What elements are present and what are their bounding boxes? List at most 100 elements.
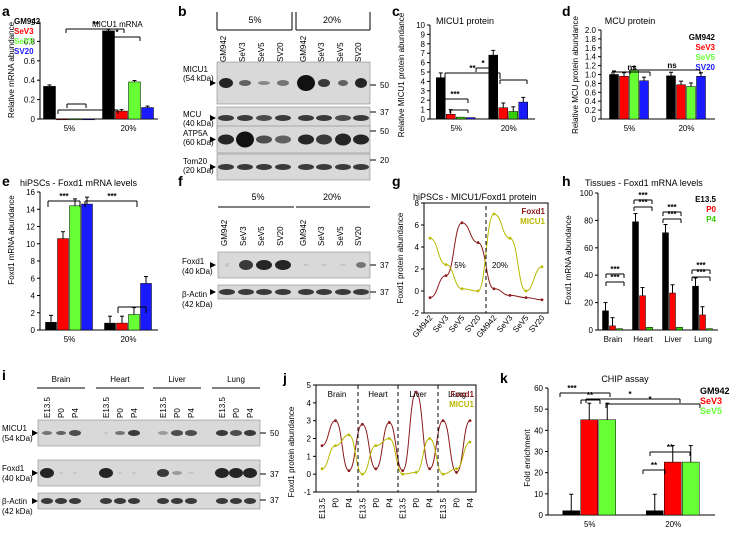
bar-e	[104, 322, 116, 331]
data-point-j	[428, 437, 432, 440]
x-tick-label-g: SeV3	[431, 313, 451, 334]
panel-letter-c: c	[392, 3, 400, 19]
significance-label: ***	[107, 192, 117, 201]
blot-band-i	[59, 472, 63, 474]
bar-a	[115, 110, 128, 120]
panel-letter-f: f	[178, 173, 183, 189]
y-tick-label-d: 0.8	[585, 79, 597, 88]
lane-label-b: SeV5	[257, 42, 266, 62]
data-point-j	[387, 421, 391, 424]
x-category-label-e: 5%	[64, 335, 76, 344]
blot-band-i	[229, 468, 243, 478]
bar-e	[45, 321, 57, 331]
blot-band-i	[188, 472, 194, 474]
bar-k	[646, 510, 664, 516]
bar-h	[609, 325, 616, 331]
bar-k	[580, 419, 598, 516]
blot-band-f	[340, 264, 346, 266]
blot-band-b	[236, 131, 254, 148]
significance-label: **	[587, 391, 594, 400]
legend-entry-h: E13.5	[695, 195, 716, 204]
bar-c	[446, 114, 456, 120]
blot-band-f	[335, 289, 351, 295]
blot-band-b	[218, 164, 234, 170]
blot-band-i	[99, 468, 113, 478]
panel-letter-b: b	[178, 3, 187, 19]
y-tick-label-g: 4	[415, 243, 420, 252]
x-category-label-h: Heart	[633, 335, 653, 344]
blot-row-label-b: MCU	[183, 110, 201, 119]
group-label-f: 20%	[323, 192, 341, 202]
x-tick-label-g: SV20	[527, 313, 547, 334]
data-point-j	[428, 467, 432, 471]
x-tick-label-g: SeV5	[447, 313, 467, 334]
marker-label-b: 20	[380, 156, 389, 165]
x-category-label-c: 20%	[501, 124, 517, 133]
y-tick-label-c: 0	[421, 115, 426, 124]
panel-letter-k: k	[500, 370, 508, 386]
x-tick-label-g: SeV3	[495, 313, 515, 334]
data-point-j	[334, 444, 337, 448]
data-point-j	[468, 419, 472, 423]
bar-a	[69, 118, 82, 121]
marker-label-f: 37	[380, 288, 389, 297]
blot-row-label-i: MICU1	[2, 424, 27, 433]
data-point-g	[428, 236, 432, 240]
blot-band-f	[256, 289, 272, 295]
blot-band-b	[277, 80, 289, 86]
blot-band-i	[158, 431, 168, 435]
y-tick-label-e: 0	[31, 326, 36, 335]
x-tick-label-j: E13.5	[399, 497, 408, 518]
legend-entry-d: SeV3	[695, 43, 715, 52]
bar-d	[676, 84, 686, 120]
y-tick-label-j: 4	[307, 399, 312, 408]
blot-band-b	[298, 115, 314, 121]
y-tick-label-j: 5	[307, 381, 312, 390]
y-tick-label-g: 2	[415, 265, 420, 274]
blot-band-i	[115, 431, 125, 435]
y-tick-label-j: 1	[307, 452, 312, 461]
blot-band-i	[40, 468, 54, 478]
y-tick-label-a: 1	[31, 18, 36, 27]
significance-label: **	[667, 443, 674, 452]
blot-row-label-i: (42 kDa)	[2, 507, 33, 516]
bar-c	[518, 101, 528, 120]
y-tick-label-j: -1	[304, 488, 312, 497]
lane-label-b: SeV5	[336, 42, 345, 62]
x-category-label-k: 5%	[584, 520, 596, 529]
lane-label-f: SeV3	[317, 226, 326, 246]
bar-c	[488, 54, 498, 120]
y-tick-label-d: 2.0	[585, 26, 597, 35]
bar-a	[82, 118, 95, 121]
bar-c	[498, 107, 508, 120]
blot-row-label-b: ATP5A	[183, 129, 208, 138]
blot-band-b	[338, 80, 348, 86]
lane-label-f: GM942	[220, 219, 229, 246]
marker-label-i: 37	[270, 496, 279, 505]
blot-band-i	[243, 468, 257, 478]
lane-label-i: P0	[232, 408, 241, 418]
data-point-j	[387, 437, 391, 440]
data-point-j	[360, 422, 364, 426]
blot-band-b	[298, 164, 314, 170]
bar-a	[56, 118, 69, 121]
lane-label-f: SeV5	[257, 226, 266, 246]
data-point-g	[460, 287, 464, 291]
blot-band-i	[69, 430, 81, 436]
legend-entry-a: SV20	[14, 47, 34, 56]
lane-label-b: SV20	[354, 42, 363, 62]
bar-k	[664, 461, 682, 516]
legend-entry-d: GM942	[689, 33, 716, 42]
blot-band-i	[56, 431, 66, 435]
x-tick-label-j: E13.5	[358, 497, 367, 518]
y-tick-label-a: 0	[31, 115, 36, 124]
bar-e	[57, 238, 69, 331]
lane-label-i: P0	[57, 408, 66, 418]
blot-band-b	[316, 115, 332, 121]
marker-label-i: 37	[270, 470, 279, 479]
marker-label-i: 50	[270, 429, 279, 438]
lane-label-i: P4	[246, 408, 255, 418]
x-category-label-d: 20%	[678, 124, 694, 133]
chart-title-g: hiPSCs - MICU1/Foxd1 protein	[413, 192, 537, 202]
